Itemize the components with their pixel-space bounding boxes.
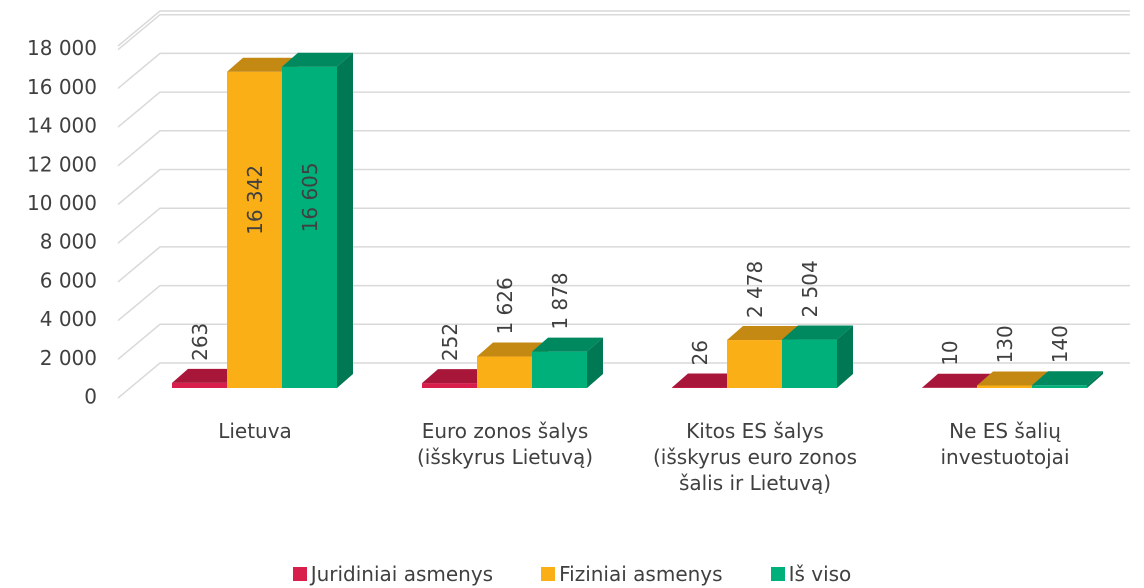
bar-front bbox=[532, 351, 587, 388]
y-tick-label: 4 000 bbox=[40, 307, 97, 331]
bar-top bbox=[422, 369, 493, 384]
bar-top bbox=[477, 342, 548, 357]
data-label: 252 bbox=[438, 323, 462, 361]
bar-side bbox=[337, 52, 353, 389]
legend: Juridiniai asmenys Fiziniai asmenys Iš vis… bbox=[0, 562, 1144, 586]
legend-item: Juridiniai asmenys bbox=[292, 562, 494, 586]
bar-top bbox=[227, 57, 298, 72]
bar-front bbox=[672, 387, 727, 388]
bar bbox=[532, 337, 603, 388]
y-tick-label: 18 000 bbox=[27, 36, 97, 60]
frame-line bbox=[117, 10, 1130, 47]
bar-side bbox=[587, 337, 603, 388]
legend-item: Iš viso bbox=[770, 562, 852, 586]
bar bbox=[282, 52, 353, 389]
bar-top bbox=[172, 368, 243, 383]
bar-front bbox=[782, 339, 837, 388]
y-tick-label: 10 000 bbox=[27, 191, 97, 215]
bar-top bbox=[977, 371, 1048, 386]
data-label: 140 bbox=[1048, 325, 1072, 363]
x-tick-label: Ne ES šalių investuotojai bbox=[940, 419, 1070, 469]
x-tick-label: Euro zonos šalys (išskyrus Lietuvą) bbox=[417, 419, 593, 469]
y-tick-label: 0 bbox=[84, 385, 97, 409]
data-label: 2 504 bbox=[798, 260, 822, 317]
legend-item: Fiziniai asmenys bbox=[541, 562, 723, 586]
bar-front bbox=[172, 382, 227, 388]
bar-front bbox=[282, 66, 337, 389]
bar-top bbox=[282, 52, 353, 67]
y-tick-label: 2 000 bbox=[40, 346, 97, 370]
grid-line bbox=[117, 284, 1130, 322]
y-tick-label: 6 000 bbox=[40, 268, 97, 292]
bar bbox=[782, 325, 853, 388]
bar bbox=[1032, 371, 1103, 388]
legend-swatch bbox=[770, 567, 785, 581]
bar-front bbox=[422, 383, 477, 388]
bar-front bbox=[227, 71, 282, 389]
data-label: 10 bbox=[938, 340, 962, 365]
bar-top bbox=[782, 325, 853, 340]
legend-label: Fiziniai asmenys bbox=[559, 562, 723, 586]
data-label: 1 878 bbox=[548, 272, 572, 329]
grid-line bbox=[117, 130, 1130, 167]
y-tick-label: 14 000 bbox=[27, 114, 97, 138]
bar-side bbox=[837, 325, 853, 388]
bar-side bbox=[1087, 371, 1103, 388]
bar-front bbox=[1032, 385, 1087, 388]
bar-top bbox=[672, 373, 743, 388]
data-label: 16 342 bbox=[243, 165, 267, 235]
grid-line bbox=[117, 246, 1130, 283]
grid-line bbox=[117, 168, 1130, 206]
bar-top bbox=[922, 373, 993, 388]
grid-line bbox=[117, 207, 1130, 244]
y-tick-label: 12 000 bbox=[27, 152, 97, 176]
y-tick-label: 16 000 bbox=[27, 75, 97, 99]
data-label: 26 bbox=[688, 340, 712, 365]
legend-swatch bbox=[292, 567, 307, 581]
bar-front bbox=[727, 340, 782, 388]
x-tick-label: Lietuva bbox=[218, 419, 292, 443]
x-tick-label: Kitos ES šalys (išskyrus euro zonos šali… bbox=[652, 419, 857, 495]
data-label: 16 605 bbox=[298, 162, 322, 232]
data-label: 130 bbox=[993, 325, 1017, 363]
y-tick-label: 8 000 bbox=[40, 230, 97, 254]
grid-line bbox=[117, 91, 1130, 128]
legend-swatch bbox=[541, 567, 556, 581]
bar-top bbox=[1032, 371, 1103, 386]
bar-front bbox=[977, 385, 1032, 388]
bar-front bbox=[477, 356, 532, 388]
bar-top bbox=[532, 337, 603, 352]
legend-label: Juridiniai asmenys bbox=[310, 562, 494, 586]
grid-line bbox=[117, 13, 1130, 51]
data-label: 2 478 bbox=[743, 261, 767, 318]
bar-top bbox=[727, 326, 798, 341]
data-label: 263 bbox=[188, 323, 212, 361]
data-label: 1 626 bbox=[493, 277, 517, 334]
grid-line bbox=[117, 52, 1130, 89]
grid-line bbox=[117, 323, 1130, 360]
legend-label: Iš viso bbox=[788, 562, 852, 586]
